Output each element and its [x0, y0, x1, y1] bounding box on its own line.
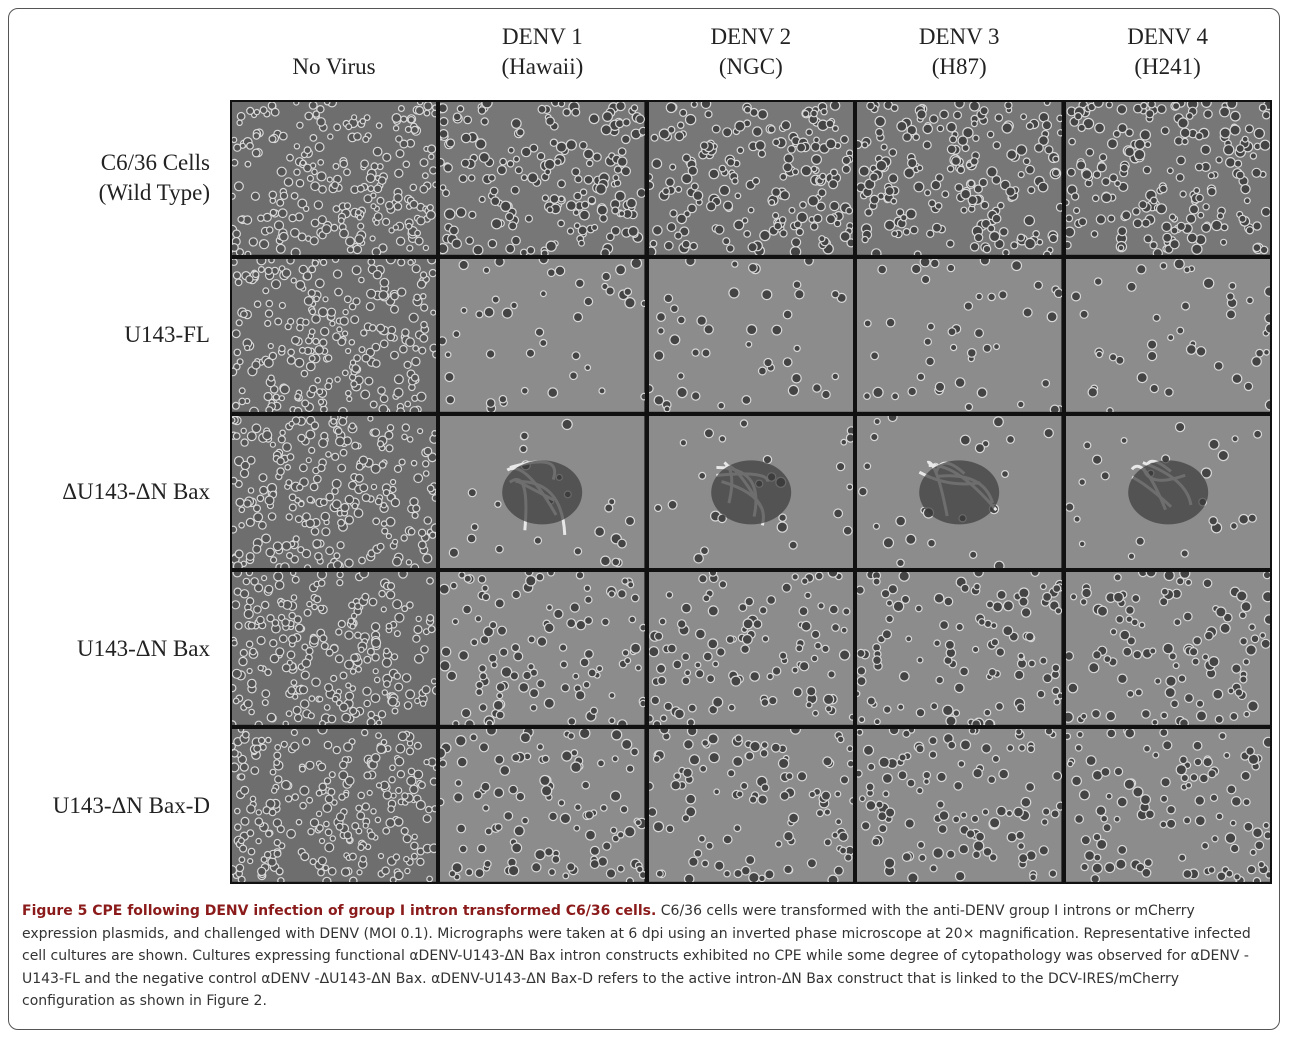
column-header: DENV 4(H241) [1064, 22, 1272, 82]
micrograph [857, 259, 1061, 412]
micrograph [232, 416, 436, 569]
header-line: (H241) [1064, 52, 1272, 82]
micrograph [1066, 572, 1270, 725]
page: Figure 5 CPE following DENV infection of… [0, 0, 1290, 1040]
label-line: C6/36 Cells [10, 148, 210, 178]
micrograph [649, 102, 853, 255]
column-header: No Virus [230, 52, 438, 82]
row-label: U143-ΔN Bax-D [10, 791, 210, 821]
header-line: DENV 2 [647, 22, 855, 52]
header-line: (Hawaii) [438, 52, 646, 82]
micrograph [857, 102, 1061, 255]
micrograph [232, 259, 436, 412]
label-line: U143-ΔN Bax-D [10, 791, 210, 821]
micrograph [649, 259, 853, 412]
micrograph-grid [230, 100, 1272, 884]
label-line: U143-ΔN Bax [10, 634, 210, 664]
micrograph [1066, 729, 1270, 882]
micrograph [440, 259, 644, 412]
column-header: DENV 2(NGC) [647, 22, 855, 82]
micrograph [440, 572, 644, 725]
micrograph [857, 416, 1061, 569]
header-line: DENV 3 [855, 22, 1063, 52]
micrograph [649, 729, 853, 882]
micrograph [440, 729, 644, 882]
column-header: DENV 1(Hawaii) [438, 22, 646, 82]
header-line: (NGC) [647, 52, 855, 82]
micrograph [232, 572, 436, 725]
column-header: DENV 3(H87) [855, 22, 1063, 82]
micrograph [1066, 259, 1270, 412]
micrograph [1066, 416, 1270, 569]
micrograph [649, 572, 853, 725]
micrograph [649, 416, 853, 569]
micrograph [857, 572, 1061, 725]
micrograph [232, 102, 436, 255]
row-label: U143-FL [10, 320, 210, 350]
header-line: DENV 1 [438, 22, 646, 52]
micrograph [440, 416, 644, 569]
micrograph [1066, 102, 1270, 255]
figure-caption: Figure 5 CPE following DENV infection of… [22, 900, 1272, 1013]
micrograph [232, 729, 436, 882]
header-line: No Virus [230, 52, 438, 82]
row-label: ΔU143-ΔN Bax [10, 477, 210, 507]
label-line: U143-FL [10, 320, 210, 350]
label-line: ΔU143-ΔN Bax [10, 477, 210, 507]
caption-title: Figure 5 CPE following DENV infection of… [22, 903, 656, 919]
header-line: DENV 4 [1064, 22, 1272, 52]
micrograph [857, 729, 1061, 882]
micrograph [440, 102, 644, 255]
row-label: U143-ΔN Bax [10, 634, 210, 664]
header-line: (H87) [855, 52, 1063, 82]
row-label: C6/36 Cells(Wild Type) [10, 148, 210, 208]
label-line: (Wild Type) [10, 178, 210, 208]
